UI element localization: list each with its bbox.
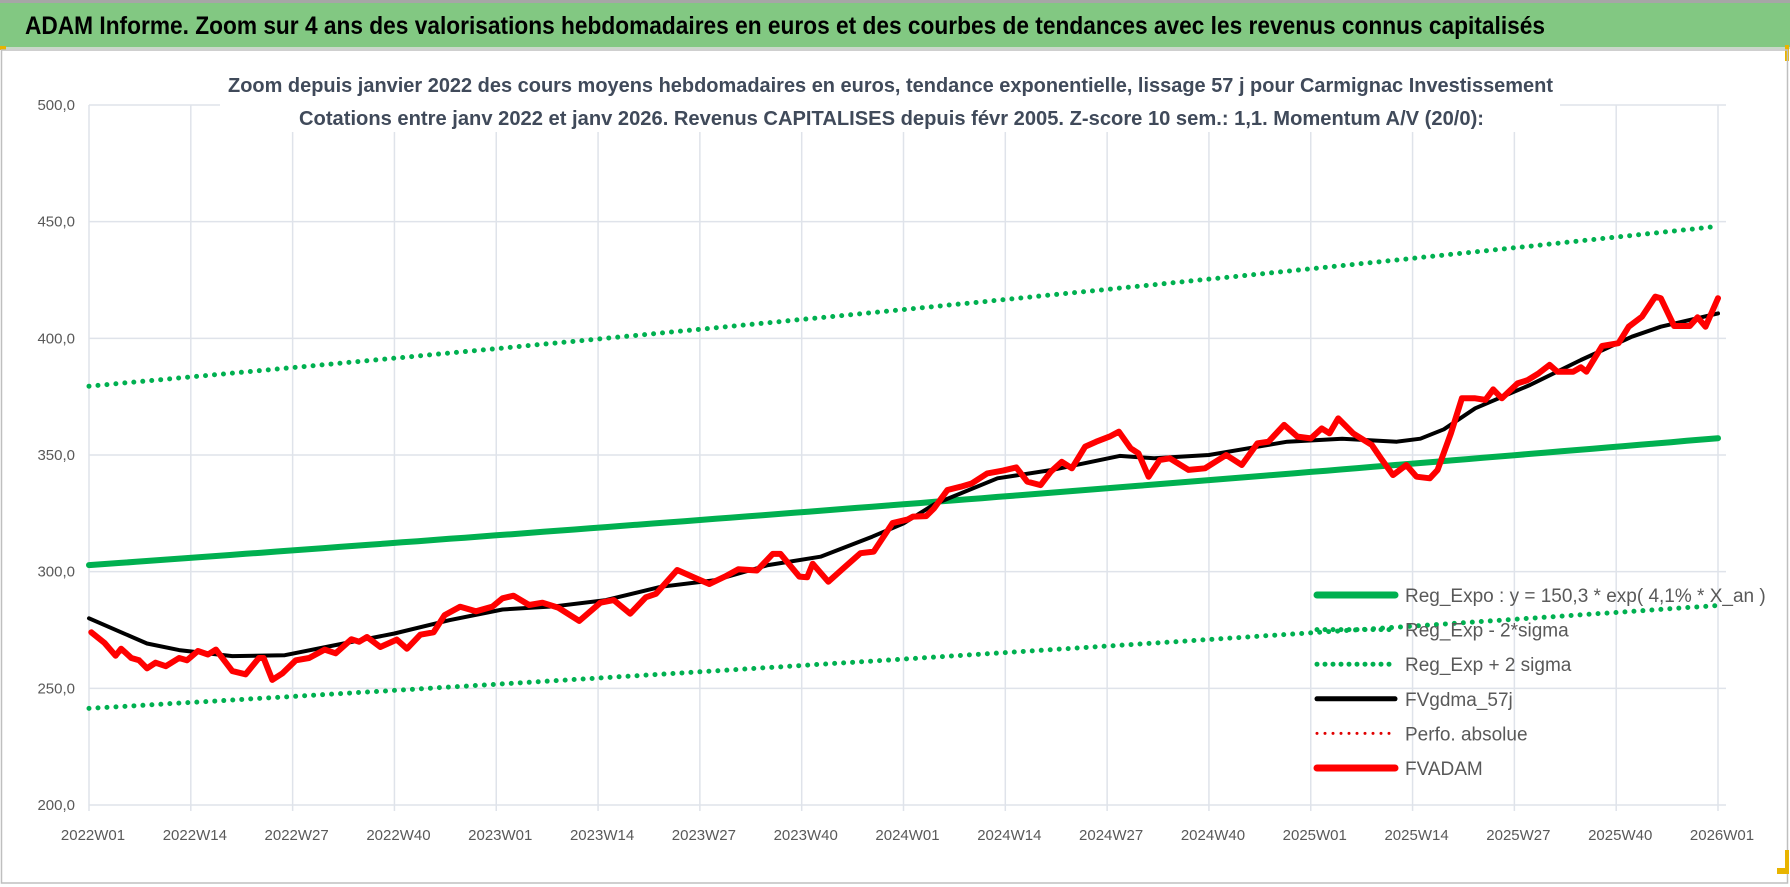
x-axis-ticks: 2022W01 2022W14 2022W27 2022W40 2023W01 2023W… xyxy=(61,827,1754,844)
legend-label: Reg_Exp + 2 sigma xyxy=(1405,655,1572,676)
banner xyxy=(0,3,1790,48)
legend-label: Perfo. absolue xyxy=(1405,724,1528,745)
y-tick-label: 500,0 xyxy=(37,97,75,114)
chart-subtitle: Cotations entre janv 2022 et janv 2026. … xyxy=(299,108,1484,130)
x-tick-label: 2025W01 xyxy=(1283,827,1347,844)
x-tick-label: 2023W01 xyxy=(468,827,532,844)
title-backdrop xyxy=(220,62,1560,132)
x-tick-label: 2026W01 xyxy=(1690,827,1754,844)
x-tick-label: 2025W14 xyxy=(1384,827,1448,844)
chart-title: Zoom depuis janvier 2022 des cours moyen… xyxy=(228,75,1553,97)
x-tick-label: 2025W27 xyxy=(1486,827,1550,844)
x-tick-label: 2024W14 xyxy=(977,827,1041,844)
top-border xyxy=(0,0,1790,3)
x-tick-label: 2025W40 xyxy=(1588,827,1652,844)
y-tick-label: 400,0 xyxy=(37,330,75,347)
series-lines xyxy=(86,223,1721,711)
chart-frame xyxy=(0,49,1789,884)
series-reg-exp-2-sigma xyxy=(86,603,1721,711)
resize-handle-edge[interactable] xyxy=(1785,850,1789,874)
legend-label: Reg_Expo : y = 150,3 * exp( 4,1% * X_an … xyxy=(1405,586,1766,607)
x-tick-label: 2022W14 xyxy=(163,827,227,844)
x-tick-label: 2024W01 xyxy=(875,827,939,844)
x-tick-label: 2024W40 xyxy=(1181,827,1245,844)
y-tick-label: 200,0 xyxy=(37,797,75,814)
x-tick-label: 2022W01 xyxy=(61,827,125,844)
resize-handle-corner[interactable] xyxy=(1777,868,1789,874)
x-tick-label: 2023W14 xyxy=(570,827,634,844)
legend: Reg_Expo : y = 150,3 * exp( 4,1% * X_an … xyxy=(1313,586,1766,780)
legend-label: FVADAM xyxy=(1405,759,1483,780)
y-tick-label: 250,0 xyxy=(37,680,75,697)
x-tick-label: 2023W40 xyxy=(774,827,838,844)
legend-label: FVgdma_57j xyxy=(1405,690,1513,711)
x-tick-label: 2023W27 xyxy=(672,827,736,844)
x-tick-label: 2022W40 xyxy=(366,827,430,844)
y-tick-label: 450,0 xyxy=(37,214,75,231)
y-tick-label: 300,0 xyxy=(37,564,75,581)
series-reg-expo-y-150-3-exp-4-1-x-an xyxy=(86,435,1721,569)
series-fvadam xyxy=(88,293,1721,683)
x-tick-label: 2024W27 xyxy=(1079,827,1143,844)
banner-title: ADAM Informe. Zoom sur 4 ans des valoris… xyxy=(25,12,1545,40)
series-reg-exp-2-sigma xyxy=(86,223,1721,389)
y-tick-label: 350,0 xyxy=(37,447,75,464)
x-tick-label: 2022W27 xyxy=(265,827,329,844)
legend-label: Reg_Exp - 2*sigma xyxy=(1405,621,1569,642)
selection-handle-left xyxy=(0,46,6,50)
y-axis-ticks: 200,0 250,0 300,0 350,0 400,0 450,0 500,0 xyxy=(37,97,75,814)
